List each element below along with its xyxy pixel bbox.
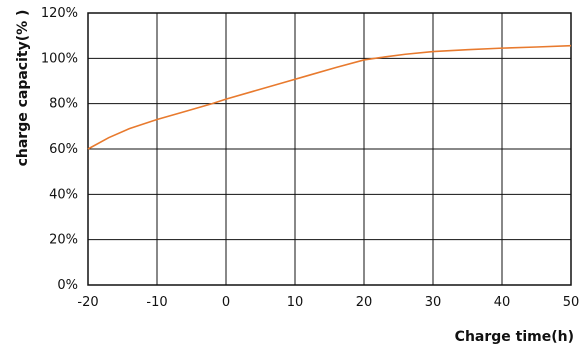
y-tick-label: 0%	[57, 278, 78, 293]
y-tick-label: 80%	[49, 97, 78, 112]
x-tick-label: 50	[563, 295, 580, 310]
y-tick-label: 40%	[49, 187, 78, 202]
x-tick-label: 0	[222, 295, 230, 310]
x-tick-label: 20	[356, 295, 373, 310]
grid-lines	[87, 12, 572, 286]
x-tick-label: 30	[425, 295, 442, 310]
x-tick-label: -10	[146, 295, 167, 310]
y-tick-label: 60%	[49, 142, 78, 157]
x-tick-label: -20	[77, 295, 98, 310]
x-tick-label: 10	[287, 295, 304, 310]
y-tick-label: 100%	[41, 51, 78, 66]
y-tick-label: 20%	[49, 233, 78, 248]
series-line	[87, 44, 572, 150]
x-tick-label: 40	[494, 295, 511, 310]
y-axis-title: charge capacity(% )	[15, 10, 31, 167]
y-axis-ticks: 0% 20% 40% 60% 80% 100% 120%	[41, 6, 78, 293]
y-tick-label: 120%	[41, 6, 78, 21]
x-axis-title: Charge time(h)	[455, 329, 574, 345]
x-axis-ticks: -20 -10 0 10 20 30 40 50	[77, 295, 579, 310]
